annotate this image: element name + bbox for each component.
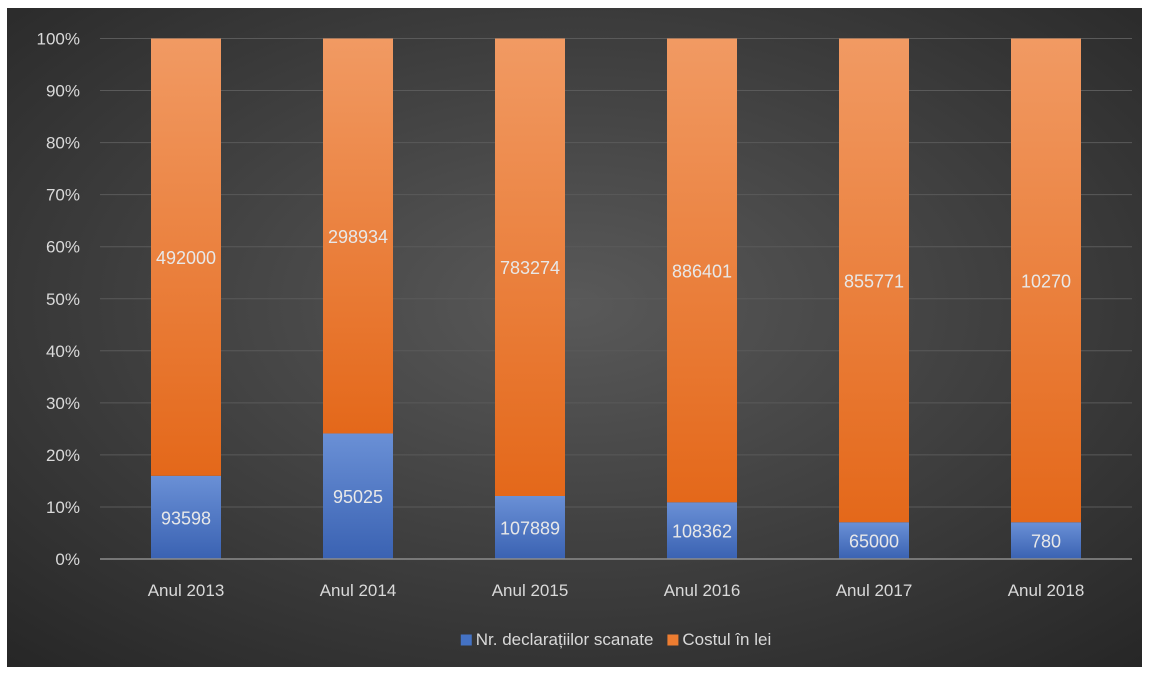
legend-swatch — [667, 634, 679, 646]
bar-segment-declaratii — [323, 433, 393, 559]
data-label-cost: 783274 — [500, 258, 560, 278]
y-tick-label: 30% — [46, 394, 80, 413]
x-category-label: Anul 2016 — [664, 581, 741, 600]
y-tick-label: 60% — [46, 238, 80, 257]
legend: Nr. declarațiilor scanate Costul în lei — [460, 630, 771, 649]
data-label-declaratii: 108362 — [672, 522, 732, 542]
y-tick-label: 20% — [46, 446, 80, 465]
bar-segment-cost — [839, 38, 909, 523]
legend-label: Costul în lei — [682, 630, 771, 649]
data-label-cost: 492000 — [156, 248, 216, 268]
bar-segment-cost — [151, 38, 221, 476]
bars — [151, 38, 1081, 559]
bar-segment-cost — [1011, 38, 1081, 523]
bar-segment-declaratii — [667, 502, 737, 559]
data-label-declaratii: 780 — [1031, 532, 1061, 552]
legend-swatch — [460, 634, 472, 646]
bar-segment-declaratii — [151, 475, 221, 559]
x-category-label: Anul 2014 — [320, 581, 397, 600]
bar-segment-cost — [495, 38, 565, 496]
x-category-label: Anul 2015 — [492, 581, 569, 600]
data-label-cost: 10270 — [1021, 271, 1071, 291]
data-label-cost: 855771 — [844, 271, 904, 291]
y-tick-label: 80% — [46, 134, 80, 153]
data-label-declaratii: 107889 — [500, 518, 560, 538]
data-label-declaratii: 65000 — [849, 532, 899, 552]
y-tick-label: 100% — [37, 30, 80, 49]
data-label-declaratii: 95025 — [333, 487, 383, 507]
bar-segment-cost — [667, 38, 737, 503]
x-category-label: Anul 2017 — [836, 581, 913, 600]
bar-segment-declaratii — [839, 522, 909, 559]
y-tick-label: 50% — [46, 290, 80, 309]
legend-item: Costul în lei — [667, 630, 771, 649]
y-tick-label: 90% — [46, 82, 80, 101]
data-label-cost: 298934 — [328, 227, 388, 247]
bar-segment-cost — [323, 38, 393, 434]
x-category-label: Anul 2013 — [148, 581, 225, 600]
y-tick-label: 0% — [55, 550, 80, 569]
x-category-label: Anul 2018 — [1008, 581, 1085, 600]
data-labels: 93598 492000 95025 298934 107889 783274 108362… — [156, 227, 1071, 552]
axes: 0% 10% 20% 30% 40% 50% 60% 70% 80% 90% 100% Anul 20… — [37, 30, 1132, 600]
gridlines — [100, 38, 1132, 508]
legend-item: Nr. declarațiilor scanate — [460, 630, 654, 649]
y-tick-label: 70% — [46, 186, 80, 205]
y-tick-label: 40% — [46, 342, 80, 361]
data-label-declaratii: 93598 — [161, 508, 211, 528]
data-label-cost: 886401 — [672, 261, 732, 281]
legend-label: Nr. declarațiilor scanate — [476, 630, 654, 649]
bar-segment-declaratii — [1011, 522, 1081, 559]
y-tick-label: 10% — [46, 498, 80, 517]
bar-segment-declaratii — [495, 495, 565, 559]
